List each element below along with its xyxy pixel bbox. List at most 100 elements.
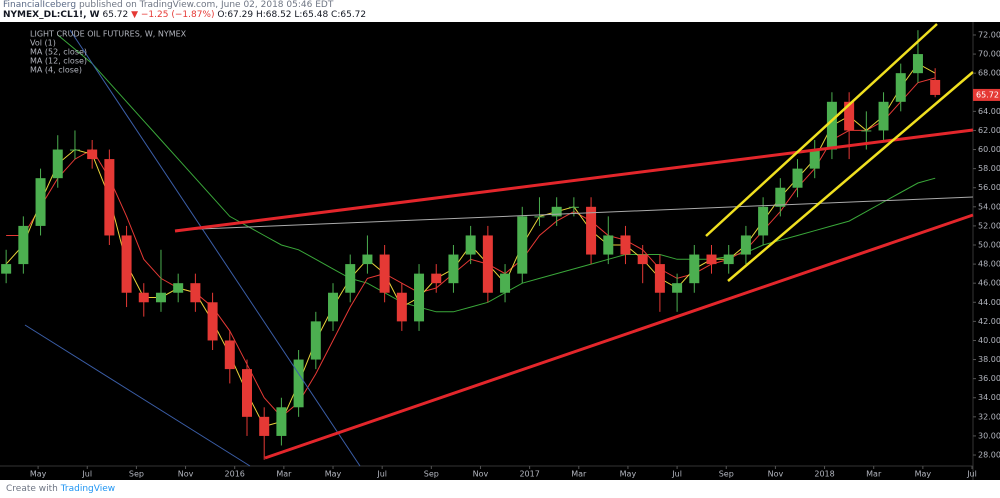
legend-entry: MA (12, close) — [30, 57, 87, 66]
legend-volume: Vol (1) — [30, 39, 56, 48]
chart-background — [0, 22, 1000, 480]
y-tick-label: 38.00 — [978, 355, 1000, 364]
candle-body — [310, 321, 321, 360]
candle-body — [69, 149, 80, 151]
candle-body — [930, 79, 941, 95]
x-tick-label: Jul — [671, 470, 682, 479]
footer: Create with TradingView — [0, 480, 1000, 498]
candle-body — [345, 264, 356, 293]
trend-line-blue — [24, 324, 251, 467]
x-tick-label: Nov — [473, 470, 489, 479]
x-tick-label: Sep — [129, 470, 144, 479]
y-tick-label: 32.00 — [978, 412, 1000, 421]
candle-body — [586, 206, 597, 255]
y-tick-label: 60.00 — [978, 145, 1000, 154]
y-tick-label: 52.00 — [978, 221, 1000, 230]
last-price: 65.72 — [102, 10, 129, 20]
candle-body — [534, 216, 545, 218]
y-tick-label: 28.00 — [978, 451, 1000, 460]
axes: 28.00 30.00 32.00 34.00 36.00 38.00 40.00 42.00… — [30, 30, 1000, 479]
candle-body — [809, 149, 820, 169]
candle-body — [87, 149, 98, 160]
legend: MA (52, close)MA (12, close)MA (4, close… — [30, 48, 87, 75]
candle-body — [654, 264, 665, 293]
candle-body — [276, 407, 287, 436]
y-tick-label: 72.00 — [978, 30, 1000, 39]
candle-body — [121, 235, 132, 293]
candle-body — [758, 206, 769, 236]
plot — [1, 30, 941, 460]
x-tick-label: Nov — [178, 470, 194, 479]
candle-body — [878, 101, 889, 131]
x-tick-label: Sep — [424, 470, 439, 479]
candle-body — [706, 254, 717, 265]
brand-link[interactable]: TradingView — [60, 484, 116, 494]
x-tick-label: Jul — [966, 470, 977, 479]
x-tick-label: Mar — [571, 470, 587, 479]
x-tick-label: Jul — [376, 470, 387, 479]
x-tick-label: Mar — [866, 470, 882, 479]
published: published on TradingView.com, June 02, 2… — [78, 0, 334, 10]
x-tick-label: 2017 — [519, 470, 539, 479]
candle-body — [826, 101, 837, 150]
drawings — [24, 23, 974, 467]
x-tick-label: May — [915, 470, 932, 479]
candle-body — [448, 254, 459, 284]
y-tick-label: 48.00 — [978, 260, 1000, 269]
ohlc: O:67.29 H:68.52 L:65.48 C:65.72 — [217, 10, 367, 20]
symbol: NYMEX_DL:CL1!, W — [3, 10, 100, 20]
x-tick-label: 2018 — [814, 470, 834, 479]
candle-body — [465, 235, 476, 255]
candle-body — [568, 206, 579, 208]
y-tick-label: 46.00 — [978, 279, 1000, 288]
trend-line-blue — [69, 29, 361, 467]
candle-body — [500, 273, 511, 293]
candle-body — [637, 254, 648, 265]
y-tick-label: 50.00 — [978, 241, 1000, 250]
x-tick-label: Nov — [768, 470, 784, 479]
y-tick-label: 68.00 — [978, 69, 1000, 78]
candle-body — [861, 130, 872, 132]
candle-body — [844, 101, 855, 131]
candle-body — [740, 235, 751, 255]
candle-body — [912, 54, 923, 74]
candle-body — [190, 283, 201, 303]
create-with: Create with — [6, 484, 58, 494]
candle-body — [895, 73, 906, 102]
candle-body — [52, 149, 63, 179]
candle-body — [775, 187, 786, 207]
candle-body — [379, 254, 390, 293]
candle-body — [792, 168, 803, 188]
y-tick-label: 70.00 — [978, 50, 1000, 59]
y-tick-label: 40.00 — [978, 336, 1000, 345]
candle-body — [620, 235, 631, 255]
legend-entry: MA (52, close) — [30, 48, 87, 57]
last-price-box — [973, 88, 1000, 101]
candle-body — [396, 292, 407, 322]
candle-body — [224, 340, 235, 370]
y-tick-label: 56.00 — [978, 183, 1000, 192]
y-tick-label: 36.00 — [978, 374, 1000, 383]
candle-body — [35, 178, 46, 226]
candle-body — [723, 254, 734, 265]
x-tick-label: Sep — [719, 470, 734, 479]
candle-body — [551, 206, 562, 217]
candle-body — [259, 416, 270, 436]
y-tick-label: 64.00 — [978, 107, 1000, 116]
publisher[interactable]: FinancialIceberg — [3, 0, 77, 10]
candle-body — [207, 302, 218, 341]
candle-body — [138, 292, 149, 303]
x-tick-label: May — [325, 470, 342, 479]
last-price-label: 65.72 — [976, 90, 999, 99]
candle-body — [104, 159, 115, 236]
trend-line-red — [264, 213, 974, 460]
channel-line-yellow — [727, 71, 974, 282]
candle-body — [603, 235, 614, 255]
x-tick-label: Jul — [81, 470, 92, 479]
candle-body — [18, 225, 29, 265]
y-tick-label: 58.00 — [978, 164, 1000, 173]
candle-body — [672, 283, 683, 293]
legend-title: LIGHT CRUDE OIL FUTURES, W, NYMEX — [30, 30, 187, 39]
candle-body — [173, 283, 184, 293]
